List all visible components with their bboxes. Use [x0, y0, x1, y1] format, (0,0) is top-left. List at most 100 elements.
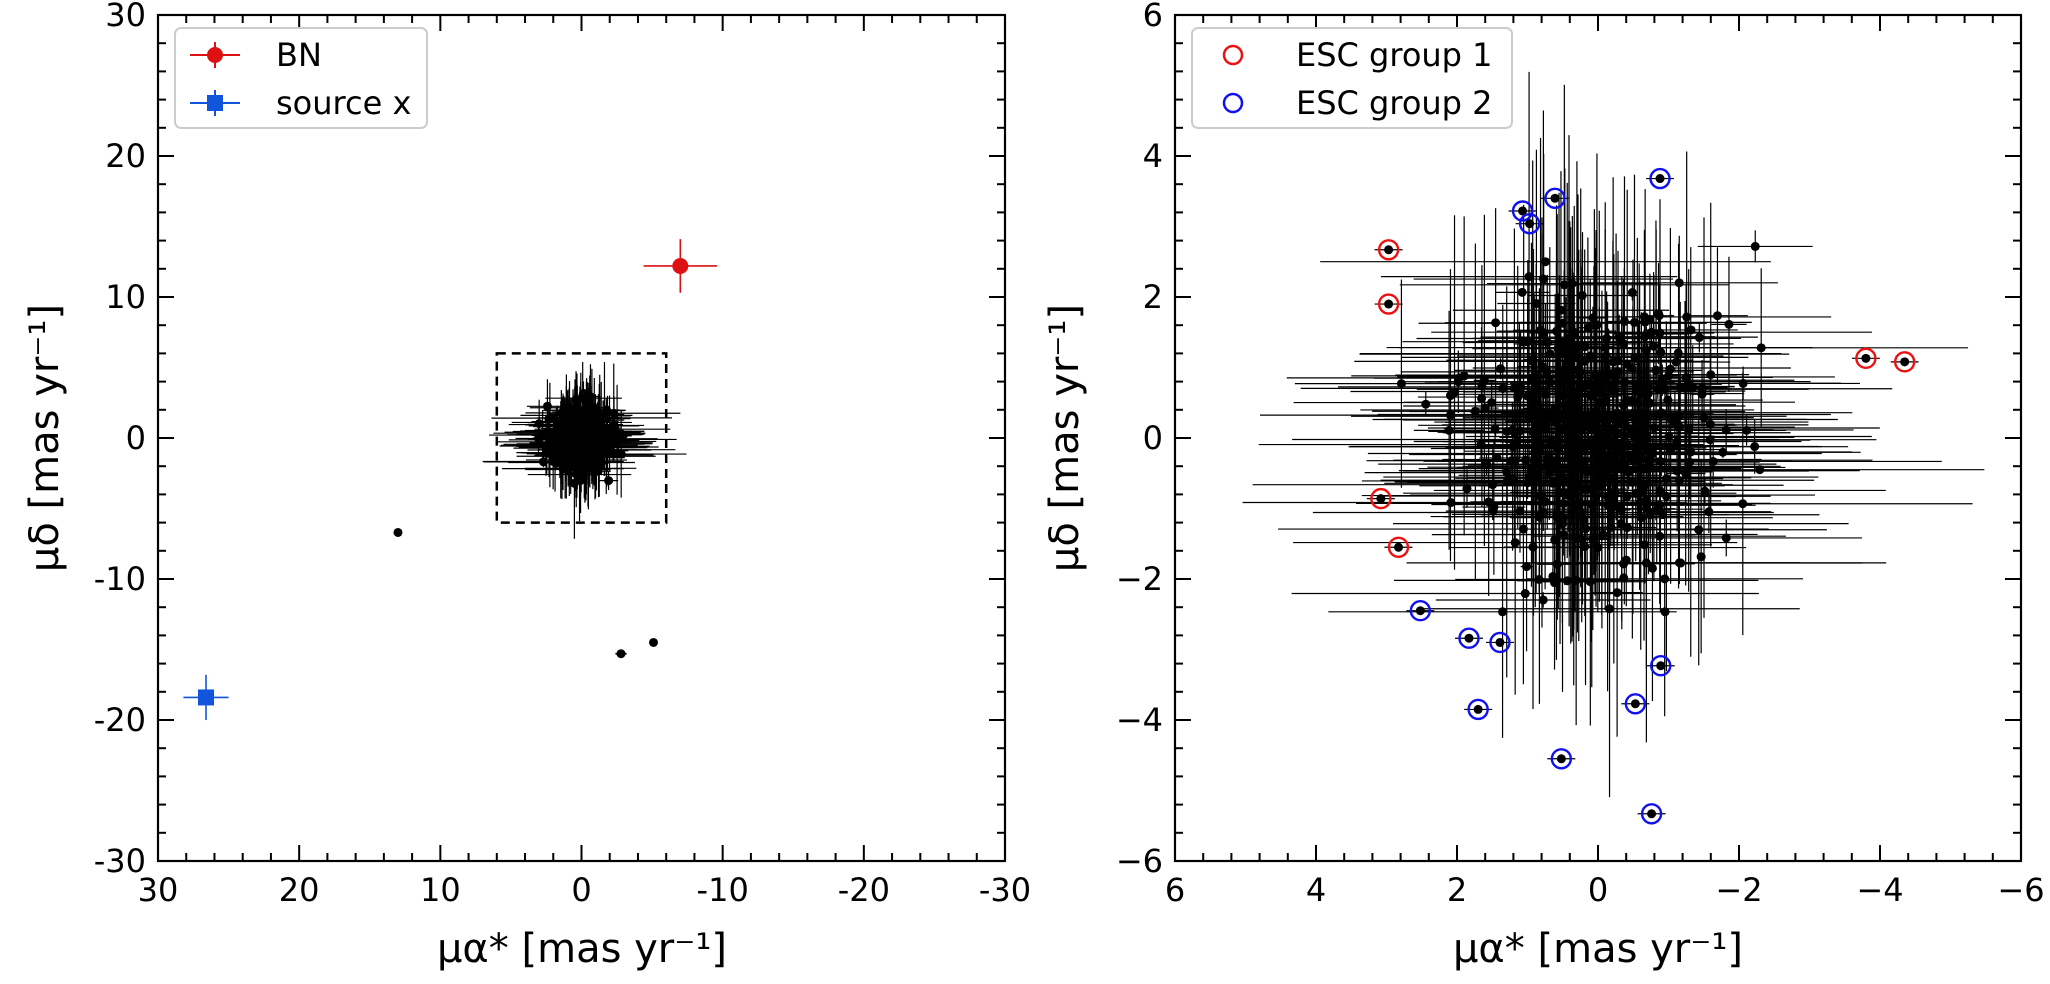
y-tick-label: −6: [1116, 842, 1163, 880]
zoom-region-box: [495, 352, 668, 524]
cluster-point: [1463, 337, 1659, 347]
legend-marker-esc-group-1: [1222, 44, 1244, 66]
legend-marker-esc-group-2: [1222, 92, 1244, 114]
legend-label-bn: BN: [276, 36, 322, 74]
left-y-axis-title: μδ [mas yr⁻¹]: [22, 304, 68, 572]
cluster-point: [1711, 256, 1747, 393]
cluster-point: [1378, 453, 1595, 476]
point-esc-group-1: [1851, 347, 1880, 370]
x-tick-label: 6: [1165, 871, 1185, 909]
x-tick-label: −4: [1856, 871, 1903, 909]
cluster-point: [1445, 469, 1595, 553]
cluster-point: [1448, 529, 1758, 539]
y-tick-label: 30: [105, 0, 146, 34]
y-tick-label: 2: [1143, 278, 1163, 316]
right-y-axis-title: μδ [mas yr⁻¹]: [1042, 304, 1088, 572]
cluster-point: [1443, 410, 1547, 447]
cluster-point: [1528, 480, 1759, 501]
cluster-point: [1610, 447, 1724, 511]
cluster-point: [1403, 460, 1809, 482]
y-tick-label: 6: [1143, 0, 1163, 34]
cluster-point: [1278, 373, 1769, 685]
right-legend: ESC group 1 ESC group 2: [1191, 27, 1513, 129]
cluster-point: [598, 471, 619, 491]
cluster-point: [1660, 607, 1670, 617]
x-tick-label: 0: [1588, 871, 1608, 909]
legend-marker-source-x: [190, 90, 240, 116]
point-esc-group-2: [1646, 167, 1675, 190]
cluster-point: [1603, 326, 1662, 639]
cluster-point: [1471, 403, 1499, 413]
cluster-point: [1462, 469, 1472, 508]
cluster-point: [1517, 174, 1752, 471]
legend-marker-bn: [190, 42, 240, 68]
cluster-point: [562, 414, 572, 424]
point-bn: [643, 239, 718, 293]
cluster-point: [1397, 202, 1813, 493]
y-tick-label: -10: [94, 560, 146, 598]
x-tick-label: −2: [1715, 871, 1762, 909]
point-esc-group-2: [1454, 627, 1483, 649]
cluster-point: [1320, 257, 1771, 267]
cluster-point: [1590, 519, 1862, 557]
point-esc-group-2: [1547, 748, 1576, 770]
cluster-point: [1452, 171, 1670, 450]
cluster-point: [573, 460, 585, 470]
cluster-point: [1479, 355, 1724, 616]
cluster-point: [1672, 202, 1750, 547]
y-tick-label: 20: [105, 137, 146, 175]
cluster-point: [1328, 485, 1677, 738]
legend-label-esc-group-2: ESC group 2: [1296, 84, 1493, 122]
left-x-axis-title: μα* [mas yr⁻¹]: [437, 926, 727, 972]
cluster-point: [1523, 360, 1613, 457]
left-plot-data: [183, 239, 718, 721]
cluster-point: [545, 393, 622, 403]
cluster-point: [591, 457, 601, 467]
cluster-point: [1541, 334, 1729, 381]
point-esc-group-1: [1890, 351, 1919, 373]
x-tick-label: -10: [697, 871, 749, 909]
right-x-axis-title: μα* [mas yr⁻¹]: [1453, 926, 1743, 972]
cluster-point: [1470, 498, 1688, 508]
cluster-point: [1555, 372, 1616, 686]
cluster-point: [1535, 378, 1842, 388]
point-outliers: [648, 637, 658, 647]
point-esc-group-1: [1374, 239, 1403, 261]
x-tick-label: -30: [979, 871, 1031, 909]
point-esc-group-2: [1540, 187, 1569, 210]
y-tick-label: 0: [126, 419, 146, 457]
right-ticks: 6 4 2 0 −2 −4 −6 −6 −4 −2 0 2 4 6: [1116, 0, 2045, 909]
x-tick-label: 4: [1306, 871, 1326, 909]
point-esc-group-2: [1637, 803, 1666, 825]
cluster-point: [525, 463, 611, 476]
x-tick-label: 2: [1447, 871, 1467, 909]
cluster-point: [1633, 301, 1728, 474]
cluster-point: [1598, 522, 1656, 533]
cluster-point: [1435, 592, 1651, 608]
point-esc-group-2: [1508, 200, 1537, 222]
cluster-point: [540, 450, 610, 460]
cluster-point: [570, 437, 614, 447]
point-outliers: [393, 527, 403, 537]
y-tick-label: -30: [94, 842, 146, 880]
y-tick-label: −4: [1116, 701, 1163, 739]
point-esc-group-2: [1406, 600, 1435, 622]
x-tick-label: 30: [138, 871, 179, 909]
x-tick-label: −6: [1997, 871, 2044, 909]
x-tick-label: -20: [838, 871, 890, 909]
x-tick-label: 0: [571, 871, 591, 909]
x-tick-label: 20: [279, 871, 320, 909]
cluster-point: [556, 443, 566, 453]
cluster-point: [1697, 230, 1813, 263]
y-tick-label: 0: [1143, 419, 1163, 457]
point-esc-group-2: [1486, 631, 1515, 654]
cluster-point: [1619, 573, 1629, 583]
cluster-point: [1437, 249, 1630, 616]
cluster-point: [1430, 293, 1685, 604]
cluster-point: [1437, 380, 1893, 398]
point-outliers: [615, 649, 627, 659]
cluster-point: [1457, 279, 1724, 433]
cluster-point: [1495, 287, 1550, 297]
right-panel: 6 4 2 0 −2 −4 −6 −6 −4 −2 0 2 4 6 μα* [mas yr⁻¹] μδ […: [1042, 0, 2045, 972]
